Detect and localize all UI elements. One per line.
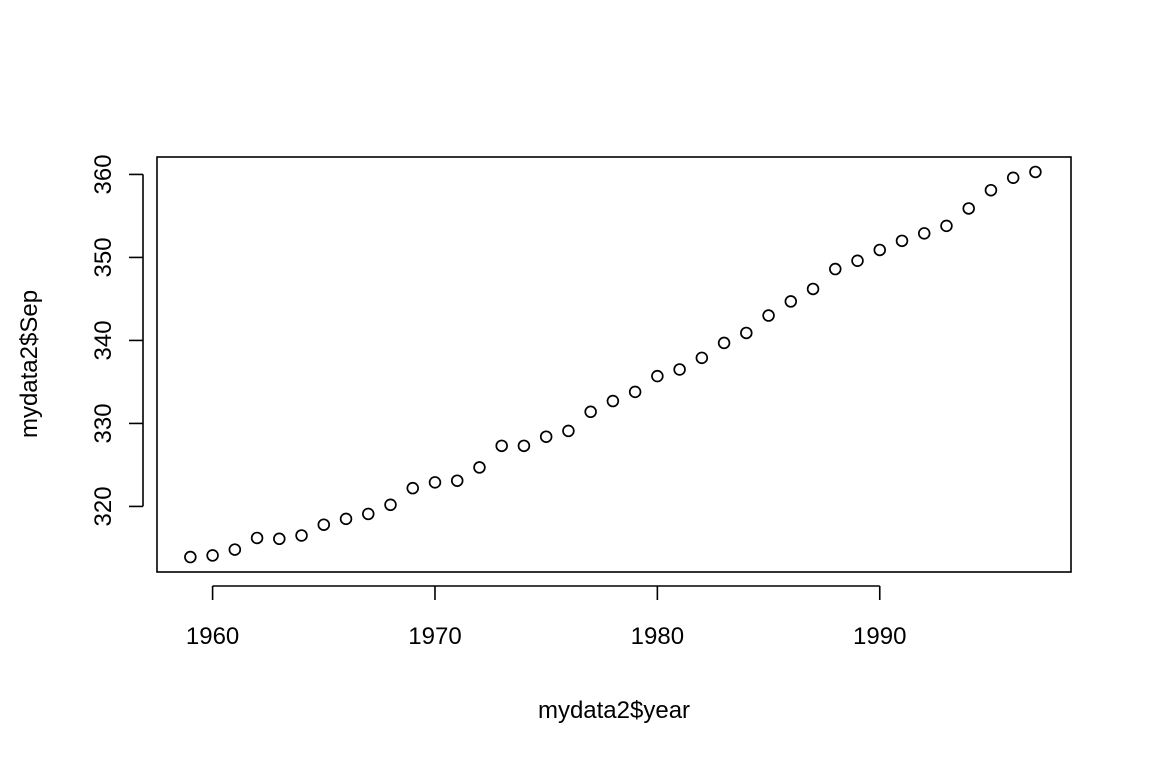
data-point	[762, 309, 775, 322]
data-point	[184, 550, 197, 564]
data-point	[695, 351, 709, 365]
data-point	[628, 385, 642, 399]
data-point	[1029, 165, 1042, 179]
data-point	[917, 227, 931, 240]
data-point	[295, 529, 308, 542]
data-point	[539, 430, 553, 443]
data-point	[806, 282, 820, 296]
x-tick-label: 1990	[853, 623, 906, 650]
data-point	[962, 202, 975, 215]
x-tick-label: 1970	[408, 623, 461, 650]
x-axis: 1960 1970 1980 1990	[186, 585, 906, 650]
y-tick-label: 360	[90, 154, 117, 194]
data-point	[740, 326, 753, 340]
y-tick-label: 340	[90, 320, 117, 360]
x-tick-label: 1980	[631, 623, 684, 650]
y-tick-label: 350	[90, 237, 117, 277]
data-point	[339, 512, 353, 526]
data-point	[273, 532, 286, 546]
data-point	[1006, 171, 1020, 185]
data-point	[606, 394, 620, 408]
y-axis-title: mydata2$Sep	[16, 290, 43, 438]
data-point	[450, 474, 464, 487]
data-point	[228, 543, 242, 556]
data-point	[473, 461, 486, 474]
x-axis-title: mydata2$year	[538, 697, 690, 724]
data-point	[651, 369, 664, 383]
data-point	[984, 183, 998, 197]
data-point	[829, 262, 842, 276]
data-point	[562, 424, 575, 438]
plot-frame	[156, 156, 1072, 573]
data-point	[940, 219, 953, 233]
data-point	[384, 498, 397, 512]
data-point	[851, 254, 864, 268]
data-point	[317, 518, 331, 531]
data-point	[895, 234, 909, 248]
x-tick-label: 1960	[186, 623, 239, 650]
data-point	[673, 363, 686, 376]
data-point	[495, 439, 508, 453]
data-point	[206, 549, 219, 562]
y-tick-label: 320	[90, 486, 117, 526]
y-tick-label: 330	[90, 403, 117, 443]
y-axis: 320 330 340 350 360	[90, 154, 144, 526]
data-point	[517, 439, 531, 453]
data-points	[184, 165, 1042, 564]
data-point	[717, 336, 731, 350]
data-point	[362, 507, 375, 521]
data-point	[584, 405, 597, 419]
data-point	[784, 295, 798, 308]
data-point	[873, 243, 886, 257]
data-point	[250, 531, 264, 545]
data-point	[406, 481, 419, 495]
data-point	[428, 476, 442, 489]
